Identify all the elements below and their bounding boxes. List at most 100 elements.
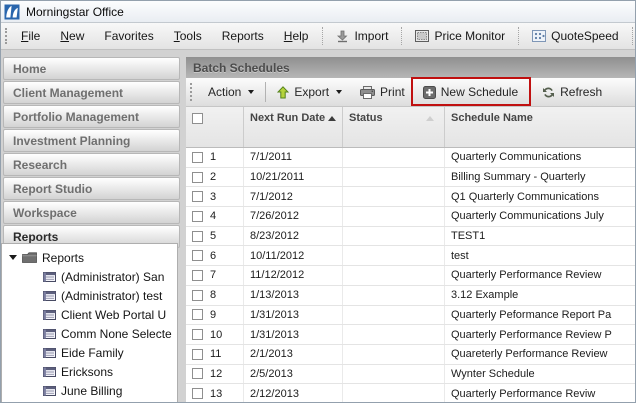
tree-root-reports[interactable]: Reports [2, 248, 177, 267]
tree-item[interactable]: June Billing [2, 381, 177, 400]
menu-separator [518, 27, 520, 45]
schedule-name-cell: Quarterly Performance Review [451, 269, 602, 282]
row-checkbox[interactable] [192, 329, 203, 341]
table-row[interactable]: 8 1/13/2013 3.12 Example [186, 285, 635, 306]
menu-separator [322, 27, 324, 45]
table-row[interactable]: 1 7/1/2011 Quarterly Communications [186, 148, 635, 168]
status-cell [343, 305, 445, 325]
menu-group: File New Favorites Tools Reports Help [11, 29, 318, 43]
row-checkbox[interactable] [192, 388, 203, 400]
next-run-date-cell: 2/1/2013 [244, 344, 343, 364]
price-monitor-button[interactable]: Price Monitor [406, 29, 514, 43]
row-checkbox[interactable] [192, 348, 203, 360]
quotespeed-button[interactable]: QuoteSpeed [523, 29, 627, 43]
row-select-cell: 3 [186, 187, 244, 207]
row-checkbox[interactable] [192, 289, 203, 301]
next-run-date-cell: 10/11/2012 [244, 246, 343, 266]
sidebar-item[interactable]: Investment Planning [3, 129, 180, 152]
tree-item[interactable]: Eide Family [2, 343, 177, 362]
table-row[interactable]: 7 11/12/2012 Quarterly Performance Revie… [186, 266, 635, 286]
row-select-cell: 13 [186, 384, 244, 402]
refresh-button[interactable]: Refresh [533, 81, 611, 103]
schedule-name-cell: Quarterly Peformance Report Pa [451, 308, 612, 321]
select-all-checkbox[interactable] [192, 113, 203, 124]
header-schedule-name[interactable]: Schedule Name [451, 112, 533, 124]
table-row[interactable]: 10 1/31/2013 Quarterly Performance Revie… [186, 325, 635, 345]
menubar-menu[interactable]: Reports [221, 29, 264, 43]
row-number: 13 [210, 387, 223, 400]
tree-expand-icon[interactable] [9, 255, 17, 260]
export-button[interactable]: Export [268, 81, 351, 103]
import-button[interactable]: Import [327, 29, 397, 43]
status-cell [343, 167, 445, 187]
header-status[interactable]: Status [343, 107, 445, 147]
sort-none-icon [426, 116, 434, 121]
menubar-menu[interactable]: File [21, 29, 41, 43]
sidebar-nav: Home Client Management Portfolio Managem… [3, 57, 180, 402]
sidebar-item[interactable]: Workspace [3, 201, 180, 224]
menubar-menu[interactable]: Favorites [104, 29, 154, 43]
table-row[interactable]: 12 2/5/2013 Wynter Schedule [186, 364, 635, 385]
toolbar-grip[interactable] [5, 28, 7, 44]
schedule-name-cell: Wynter Schedule [451, 367, 535, 380]
table-row[interactable]: 3 7/1/2012 Q1 Quarterly Communications [186, 187, 635, 208]
next-run-date-cell: 2/12/2013 [244, 384, 343, 402]
toolbar-grip[interactable] [190, 83, 195, 101]
tree-item[interactable]: Comm None Selecte [2, 324, 177, 343]
menu-separator [401, 27, 403, 45]
row-checkbox[interactable] [192, 230, 203, 242]
row-number: 8 [210, 289, 217, 302]
table-row[interactable]: 6 10/11/2012 test [186, 246, 635, 267]
report-icon [43, 290, 56, 301]
table-row[interactable]: 2 10/21/2011 Billing Summary - Quarterly [186, 167, 635, 188]
sidebar-item[interactable]: Home [3, 57, 180, 80]
status-cell [343, 246, 445, 266]
reports-tree: Reports (Administrator) San [1, 243, 178, 402]
row-checkbox[interactable] [192, 309, 203, 321]
menubar-menu[interactable]: Tools [173, 29, 202, 43]
sidebar-item[interactable]: Research [3, 153, 180, 176]
new-schedule-button[interactable]: New Schedule [410, 77, 532, 106]
row-number: 3 [210, 190, 217, 203]
row-number: 4 [210, 210, 217, 223]
report-icon [43, 309, 56, 320]
table-row[interactable]: 11 2/1/2013 Quareterly Performance Revie… [186, 344, 635, 365]
menubar-menu[interactable]: Help [283, 29, 309, 43]
row-checkbox[interactable] [192, 368, 203, 380]
header-select-all-cell [186, 107, 244, 147]
tree-item[interactable]: Client Web Portal U [2, 305, 177, 324]
row-select-cell: 9 [186, 305, 244, 325]
tree-item[interactable]: (Administrator) San [2, 267, 177, 286]
tree-item[interactable]: Ericksons [2, 362, 177, 381]
row-checkbox[interactable] [192, 250, 203, 262]
sidebar-item[interactable]: Client Management [3, 81, 180, 104]
table-row[interactable]: 9 1/31/2013 Quarterly Peformance Report … [186, 305, 635, 326]
row-checkbox[interactable] [192, 210, 203, 222]
import-icon [336, 30, 349, 43]
tree-item[interactable]: June Quarterly Com [2, 400, 177, 402]
row-checkbox[interactable] [192, 191, 203, 203]
schedule-name-cell: Quarterly Performance Review P [451, 328, 612, 341]
action-button[interactable]: Action [199, 81, 263, 103]
status-cell [343, 207, 445, 226]
refresh-icon [542, 86, 555, 99]
menubar-menu[interactable]: New [60, 29, 85, 43]
header-next-run-date[interactable]: Next Run Date [244, 107, 343, 147]
table-row[interactable]: 4 7/26/2012 Quarterly Communications Jul… [186, 207, 635, 227]
row-checkbox[interactable] [192, 151, 203, 163]
row-select-cell: 11 [186, 344, 244, 364]
table-row[interactable]: 5 8/23/2012 TEST1 [186, 226, 635, 247]
status-cell [343, 148, 445, 167]
table-row[interactable]: 13 2/12/2013 Quarterly Performance Reviw [186, 384, 635, 402]
row-checkbox[interactable] [192, 269, 203, 281]
chevron-down-icon [248, 90, 255, 94]
row-checkbox[interactable] [192, 171, 203, 183]
tree-item[interactable]: (Administrator) test [2, 286, 177, 305]
status-cell [343, 266, 445, 285]
table-header: Next Run Date Status Schedule Name [186, 107, 635, 148]
sidebar-item[interactable]: Portfolio Management [3, 105, 180, 128]
print-button[interactable]: Print [351, 81, 414, 103]
sidebar-item[interactable]: Report Studio [3, 177, 180, 200]
panel-toolbar: Action Export Print [186, 77, 635, 107]
